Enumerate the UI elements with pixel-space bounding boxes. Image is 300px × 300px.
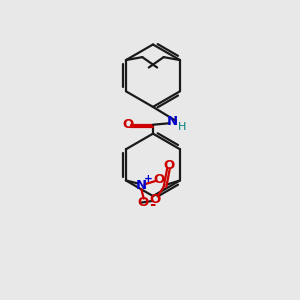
Text: O: O [150, 193, 161, 206]
Text: O: O [164, 159, 175, 172]
Text: H: H [178, 122, 186, 132]
Text: O: O [153, 173, 164, 186]
Text: N: N [167, 115, 178, 128]
Text: O: O [138, 196, 149, 209]
Text: +: + [144, 174, 152, 184]
Text: O: O [122, 118, 133, 131]
Text: -: - [149, 197, 155, 212]
Text: N: N [136, 179, 147, 192]
